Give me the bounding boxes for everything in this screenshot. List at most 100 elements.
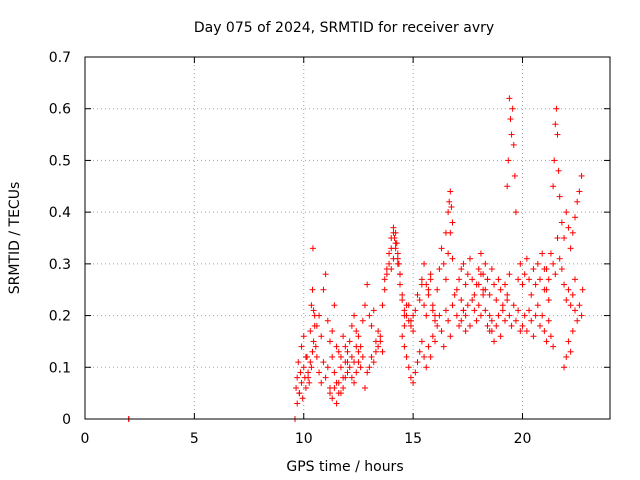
data-point [550, 343, 557, 350]
data-point [399, 333, 406, 340]
data-point [504, 291, 511, 298]
data-point [394, 250, 401, 257]
data-point [318, 379, 325, 386]
data-points [125, 95, 586, 422]
data-point [497, 333, 504, 340]
data-point [545, 297, 552, 304]
data-point [331, 302, 338, 309]
data-point [381, 286, 388, 293]
data-point [313, 322, 320, 329]
data-point [351, 312, 358, 319]
data-point [322, 374, 329, 381]
data-point [429, 333, 436, 340]
data-point [567, 348, 574, 355]
data-point [333, 343, 340, 350]
data-point [467, 322, 473, 329]
data-point [423, 364, 430, 371]
data-point [377, 338, 384, 345]
data-point [418, 338, 425, 345]
data-point [445, 250, 452, 257]
data-point [427, 353, 434, 360]
data-point [552, 121, 559, 128]
data-point [480, 291, 487, 298]
data-point [300, 333, 307, 340]
data-point [381, 276, 388, 283]
data-point [410, 312, 417, 319]
data-point [480, 286, 487, 293]
data-point [469, 297, 476, 304]
data-point [320, 359, 327, 366]
data-point [447, 188, 454, 195]
data-point [395, 260, 402, 267]
data-point [436, 312, 443, 319]
data-point [473, 317, 480, 324]
data-point [545, 276, 552, 283]
data-point [368, 322, 375, 329]
data-point [425, 291, 432, 298]
x-tick-label: 0 [81, 431, 90, 447]
data-point [491, 281, 498, 288]
data-point [438, 245, 445, 252]
data-point [506, 312, 513, 319]
data-point [475, 266, 482, 273]
data-point [556, 193, 563, 200]
data-point [310, 307, 317, 314]
data-point [309, 245, 316, 252]
data-point [484, 322, 491, 329]
data-point [460, 260, 467, 267]
data-point [572, 276, 578, 283]
data-point [421, 260, 428, 267]
data-point [410, 379, 417, 386]
axis-ticks: 0 0.1 0.2 0.3 0.4 0.5 0.6 0.7 0 5 10 15 20 [49, 50, 610, 447]
data-point [482, 260, 489, 267]
data-point [302, 384, 309, 391]
data-point [512, 209, 519, 216]
data-point [541, 286, 548, 293]
data-point [337, 353, 344, 360]
data-point [530, 266, 537, 273]
data-point [551, 157, 558, 164]
y-tick-label: 0.4 [49, 205, 71, 221]
data-point [528, 317, 535, 324]
data-point [555, 167, 562, 174]
data-point [456, 322, 463, 329]
data-point [432, 317, 438, 324]
data-point [519, 322, 526, 329]
data-point [401, 343, 408, 350]
data-point [510, 302, 517, 309]
data-point [429, 302, 436, 309]
data-point [576, 188, 583, 195]
data-point [407, 322, 414, 329]
data-point [355, 348, 362, 355]
data-point [390, 255, 397, 262]
data-point [386, 260, 393, 267]
data-point [569, 328, 576, 335]
data-point [362, 384, 368, 391]
data-point [410, 328, 417, 335]
data-point [554, 131, 561, 138]
data-point [329, 353, 336, 360]
data-point [579, 286, 586, 293]
data-point [327, 390, 333, 397]
data-point [351, 379, 358, 386]
data-point [493, 297, 500, 304]
data-point [407, 374, 414, 381]
x-tick-label: 5 [190, 431, 199, 447]
data-point [475, 302, 482, 309]
data-point [449, 219, 456, 226]
data-point [309, 348, 316, 355]
data-point [563, 297, 570, 304]
data-point [521, 271, 528, 278]
data-point [532, 312, 539, 319]
data-point [392, 245, 399, 252]
data-point [372, 348, 379, 355]
data-point [324, 364, 331, 371]
data-point [329, 328, 336, 335]
data-point [449, 302, 456, 309]
data-point [502, 317, 508, 324]
x-tick-label: 15 [404, 431, 422, 447]
data-point [401, 307, 408, 314]
data-point [331, 369, 338, 376]
y-tick-label: 0.6 [49, 102, 71, 118]
